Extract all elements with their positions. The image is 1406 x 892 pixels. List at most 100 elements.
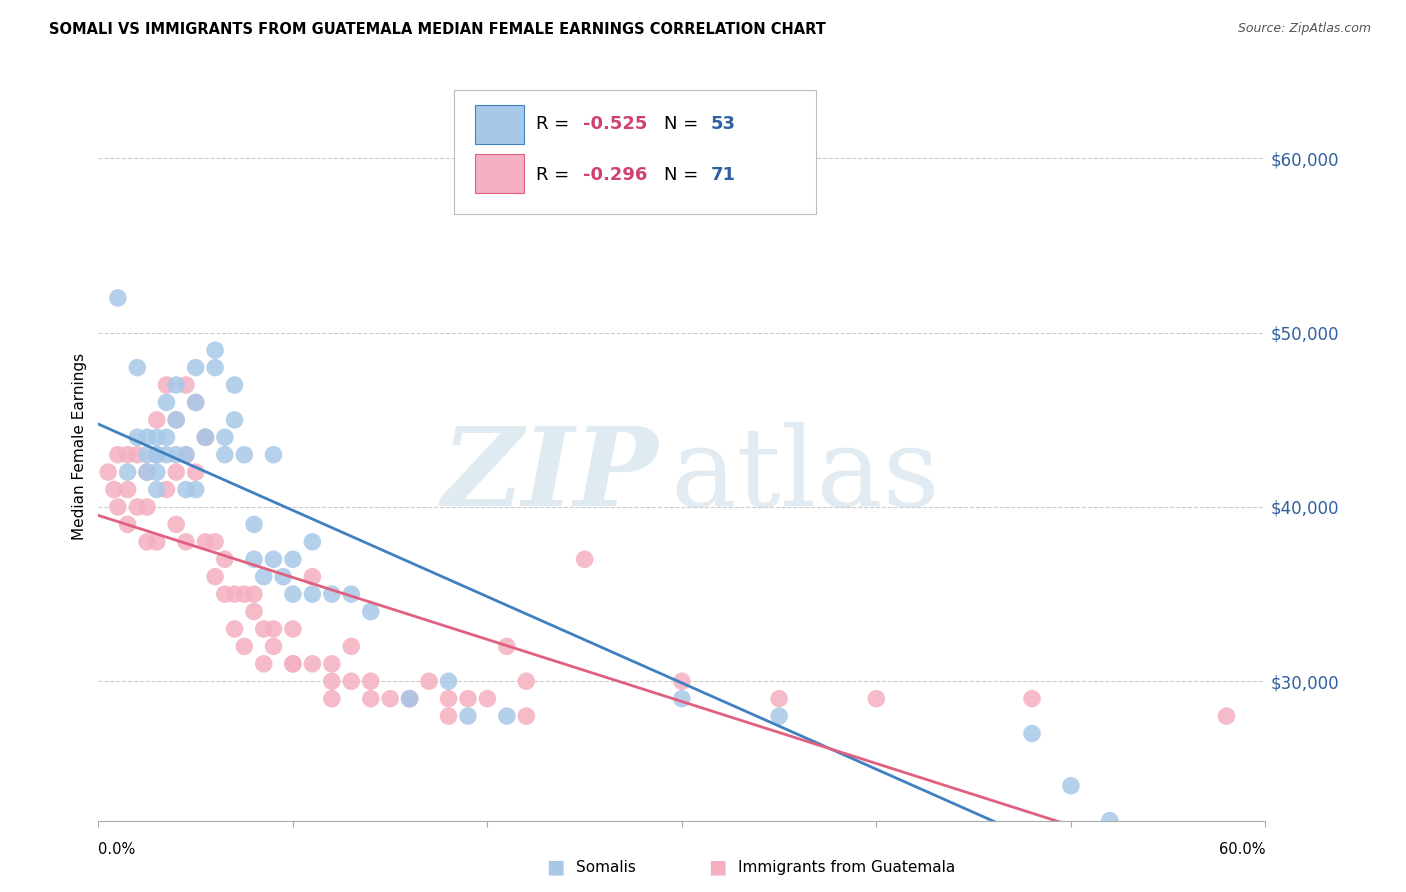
Point bbox=[165, 413, 187, 427]
Point bbox=[340, 587, 363, 601]
Point bbox=[865, 691, 887, 706]
Point bbox=[243, 587, 266, 601]
Point bbox=[155, 395, 177, 409]
Point bbox=[107, 448, 129, 462]
Point bbox=[146, 448, 169, 462]
Text: N =: N = bbox=[665, 115, 704, 133]
Text: ■: ■ bbox=[707, 857, 727, 877]
Point bbox=[1098, 814, 1121, 828]
Point bbox=[768, 691, 790, 706]
Point bbox=[155, 483, 177, 497]
Point bbox=[233, 448, 256, 462]
Text: Immigrants from Guatemala: Immigrants from Guatemala bbox=[738, 860, 956, 874]
Point bbox=[127, 500, 149, 514]
Point bbox=[155, 378, 177, 392]
Point bbox=[253, 622, 276, 636]
Point bbox=[360, 605, 382, 619]
Text: -0.296: -0.296 bbox=[582, 166, 647, 184]
Point bbox=[155, 448, 177, 462]
Point bbox=[214, 552, 236, 566]
Point bbox=[1060, 779, 1083, 793]
Point bbox=[515, 709, 537, 723]
Point bbox=[214, 448, 236, 462]
Point bbox=[224, 587, 246, 601]
Text: 0.0%: 0.0% bbox=[98, 841, 135, 856]
Point bbox=[174, 448, 197, 462]
Point bbox=[204, 570, 226, 584]
Point bbox=[165, 448, 187, 462]
Point bbox=[398, 691, 420, 706]
Point bbox=[146, 534, 169, 549]
Point bbox=[301, 587, 323, 601]
Point bbox=[224, 413, 246, 427]
Point bbox=[398, 691, 420, 706]
Point bbox=[117, 517, 139, 532]
Point bbox=[194, 430, 217, 444]
Point bbox=[136, 534, 159, 549]
Point bbox=[281, 552, 304, 566]
Point bbox=[224, 622, 246, 636]
Point bbox=[117, 448, 139, 462]
Point bbox=[174, 534, 197, 549]
Text: 71: 71 bbox=[711, 166, 737, 184]
Text: atlas: atlas bbox=[671, 423, 939, 530]
Point bbox=[243, 552, 266, 566]
Point bbox=[1215, 709, 1237, 723]
Point bbox=[194, 430, 217, 444]
Y-axis label: Median Female Earnings: Median Female Earnings bbox=[72, 352, 87, 540]
Point bbox=[184, 395, 207, 409]
Point bbox=[127, 430, 149, 444]
Point bbox=[301, 657, 323, 671]
Point bbox=[184, 483, 207, 497]
Point bbox=[243, 517, 266, 532]
Point bbox=[165, 517, 187, 532]
Point bbox=[136, 465, 159, 479]
Text: ■: ■ bbox=[546, 857, 565, 877]
Text: -0.525: -0.525 bbox=[582, 115, 647, 133]
Point bbox=[281, 622, 304, 636]
Text: R =: R = bbox=[536, 166, 575, 184]
Point bbox=[174, 483, 197, 497]
Point bbox=[574, 552, 596, 566]
FancyBboxPatch shape bbox=[454, 90, 815, 214]
Point bbox=[204, 343, 226, 358]
Point bbox=[233, 587, 256, 601]
Text: SOMALI VS IMMIGRANTS FROM GUATEMALA MEDIAN FEMALE EARNINGS CORRELATION CHART: SOMALI VS IMMIGRANTS FROM GUATEMALA MEDI… bbox=[49, 22, 827, 37]
Point bbox=[184, 465, 207, 479]
Point bbox=[224, 378, 246, 392]
Point bbox=[321, 691, 343, 706]
Point bbox=[496, 640, 519, 654]
Point bbox=[437, 674, 460, 689]
Point bbox=[418, 674, 440, 689]
Point bbox=[107, 500, 129, 514]
Text: Somalis: Somalis bbox=[576, 860, 637, 874]
Point bbox=[281, 657, 304, 671]
Point bbox=[204, 534, 226, 549]
Point bbox=[184, 360, 207, 375]
Point bbox=[340, 674, 363, 689]
Point bbox=[437, 691, 460, 706]
Point bbox=[1021, 726, 1043, 740]
Point bbox=[194, 534, 217, 549]
Point bbox=[146, 430, 169, 444]
Point bbox=[457, 709, 479, 723]
Text: R =: R = bbox=[536, 115, 575, 133]
FancyBboxPatch shape bbox=[475, 153, 524, 193]
Point bbox=[165, 413, 187, 427]
Point bbox=[301, 570, 323, 584]
Point bbox=[146, 448, 169, 462]
Point bbox=[233, 640, 256, 654]
Text: Source: ZipAtlas.com: Source: ZipAtlas.com bbox=[1237, 22, 1371, 36]
Point bbox=[117, 483, 139, 497]
Point bbox=[321, 657, 343, 671]
Text: ZIP: ZIP bbox=[441, 422, 658, 530]
Point bbox=[457, 691, 479, 706]
Point bbox=[243, 605, 266, 619]
Point bbox=[671, 674, 693, 689]
Point bbox=[174, 448, 197, 462]
Point bbox=[165, 378, 187, 392]
Point bbox=[321, 587, 343, 601]
Point bbox=[136, 448, 159, 462]
Point bbox=[262, 640, 284, 654]
Point bbox=[136, 465, 159, 479]
